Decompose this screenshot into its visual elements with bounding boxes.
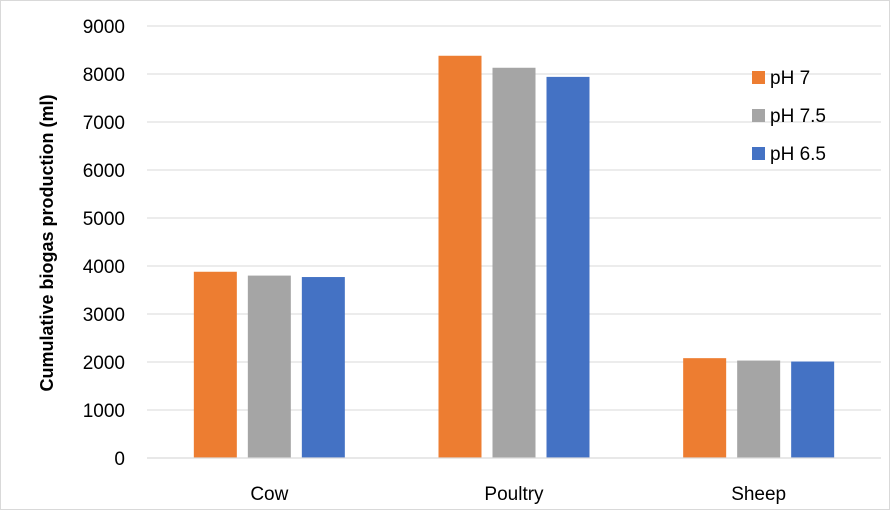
legend-label: pH 7	[770, 68, 810, 89]
y-tick-label: 5000	[83, 209, 125, 230]
bar-poultry-series-2	[546, 76, 590, 458]
legend-label: pH 6.5	[770, 144, 826, 165]
x-category-label: Sheep	[731, 484, 786, 505]
bars	[193, 55, 835, 458]
y-tick-label: 4000	[83, 257, 125, 278]
legend-swatch	[752, 109, 765, 122]
legend-swatch	[752, 147, 765, 160]
bar-cow-series-1	[247, 275, 291, 458]
y-tick-label: 1000	[83, 401, 125, 422]
bar-sheep-series-0	[683, 358, 727, 458]
axes: 0 1000 2000 3000 4000 5000 6000 7000 8000 9000 Cow…	[83, 17, 881, 505]
x-category-label: Poultry	[484, 484, 544, 505]
legend: pH 7 pH 7.5 pH 6.5	[752, 68, 826, 165]
y-tick-label: 9000	[83, 17, 125, 38]
y-tick-label: 8000	[83, 65, 125, 86]
y-axis-title: Cumulative biogas production (ml)	[37, 94, 57, 391]
y-tick-label: 2000	[83, 353, 125, 374]
legend-label: pH 7.5	[770, 106, 826, 127]
bar-cow-series-2	[301, 277, 345, 458]
bar-poultry-series-0	[438, 55, 482, 458]
bar-sheep-series-2	[791, 361, 835, 458]
y-tick-label: 3000	[83, 305, 125, 326]
y-tick-label: 7000	[83, 113, 125, 134]
y-tick-label: 6000	[83, 161, 125, 182]
bar-cow-series-0	[193, 271, 237, 458]
y-tick-label: 0	[114, 449, 125, 470]
x-category-label: Cow	[250, 484, 288, 505]
bar-poultry-series-1	[492, 67, 536, 458]
bar-sheep-series-1	[737, 360, 781, 458]
legend-swatch	[752, 71, 765, 84]
